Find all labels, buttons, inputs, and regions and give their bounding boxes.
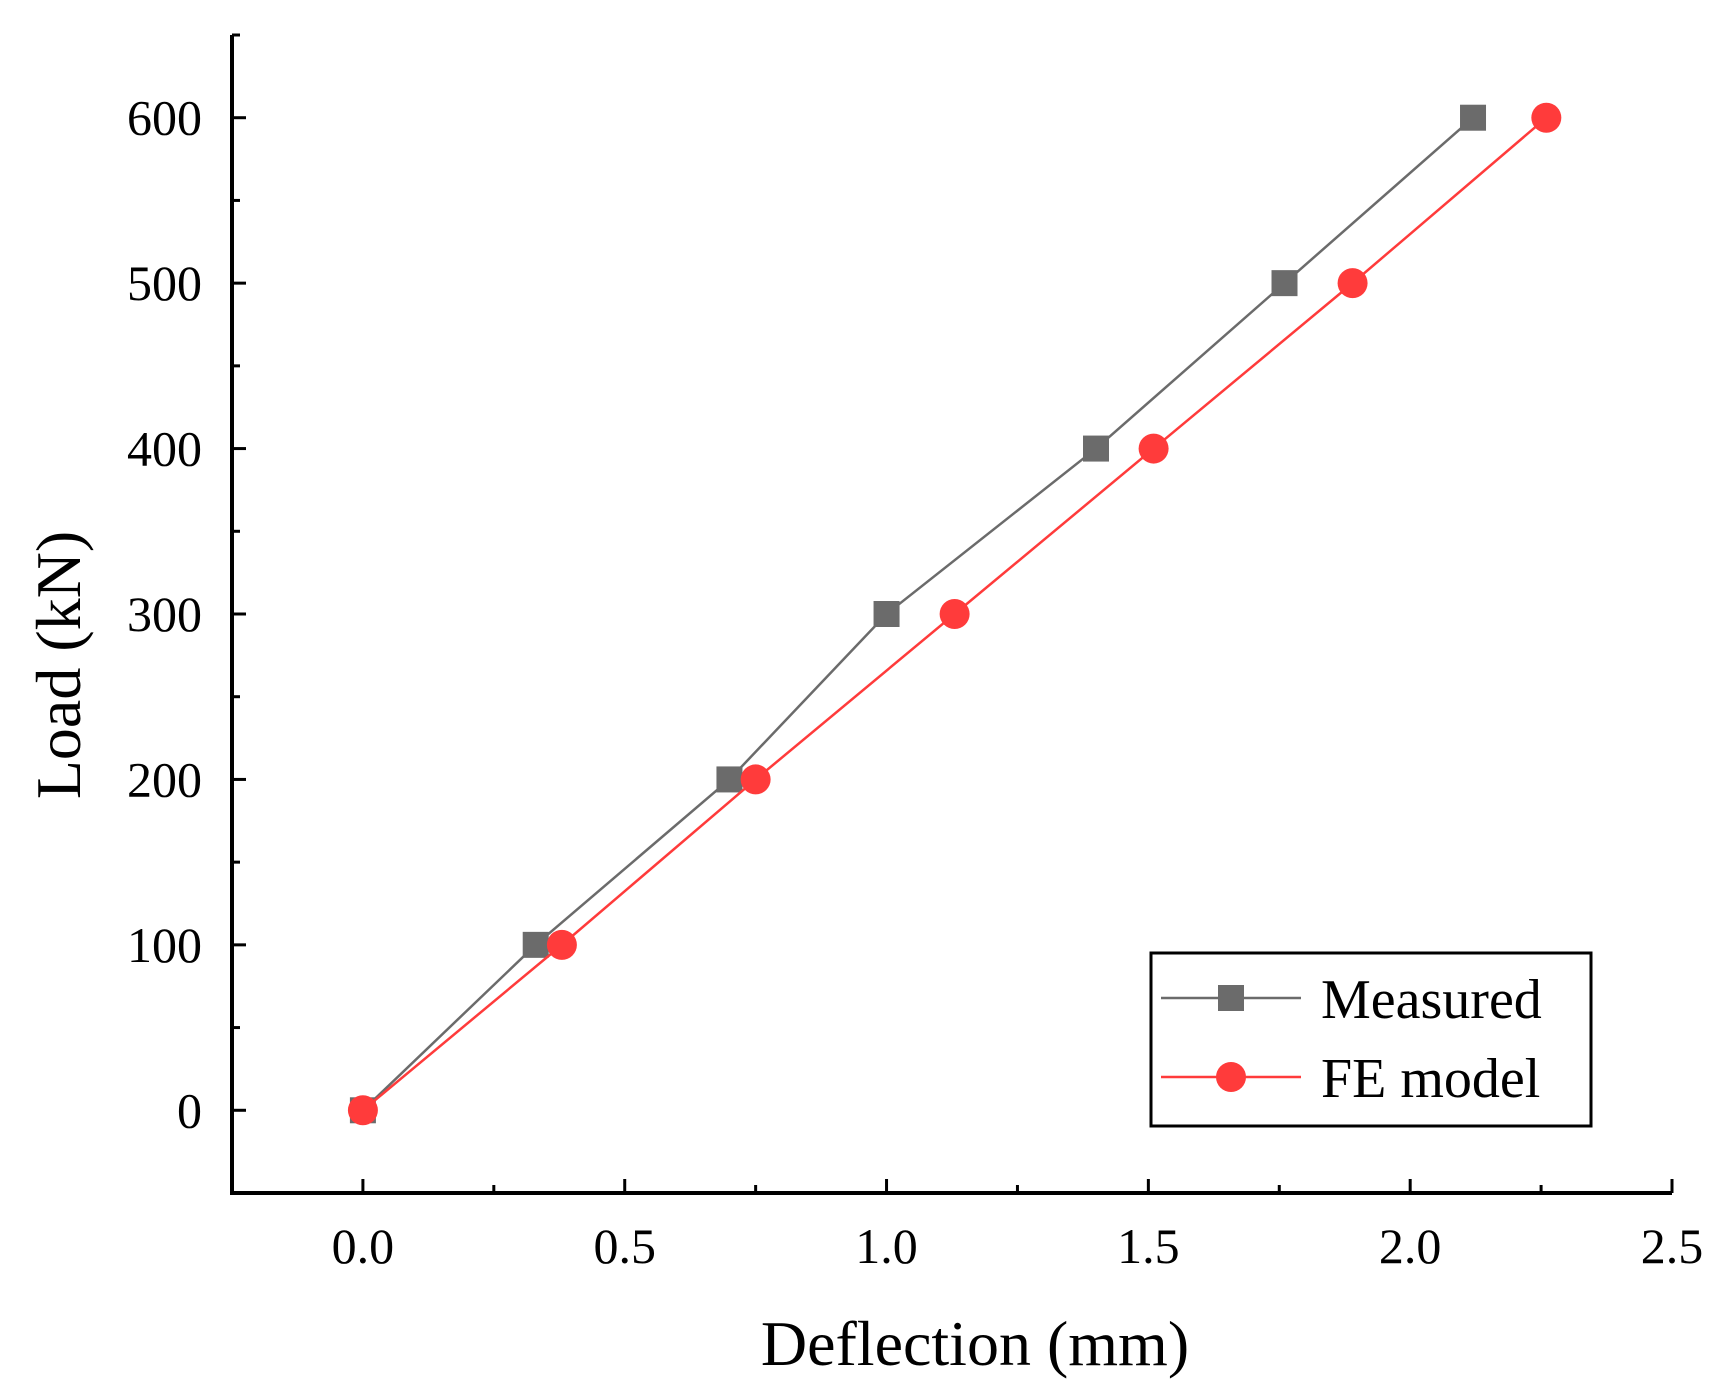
x-tick-label: 1.0 xyxy=(855,1218,918,1274)
data-point xyxy=(347,1095,378,1126)
y-tick-label: 600 xyxy=(127,90,202,146)
data-point xyxy=(1138,433,1169,464)
y-tick-label: 200 xyxy=(127,751,202,807)
x-tick-label: 0.0 xyxy=(332,1218,395,1274)
x-tick-label: 2.0 xyxy=(1379,1218,1442,1274)
legend-marker xyxy=(1216,1062,1246,1092)
data-point xyxy=(546,929,577,960)
y-tick-label: 0 xyxy=(177,1082,202,1138)
legend-label: FE model xyxy=(1321,1048,1540,1110)
y-tick-label: 500 xyxy=(127,255,202,311)
series-fe-model xyxy=(347,102,1562,1126)
y-tick-label: 100 xyxy=(127,917,202,973)
data-point xyxy=(740,764,771,795)
data-point xyxy=(939,599,970,629)
legend-label: Measured xyxy=(1321,969,1542,1031)
data-point xyxy=(522,931,549,958)
x-tick-label: 1.5 xyxy=(1117,1218,1180,1274)
y-tick-label: 300 xyxy=(127,586,202,642)
legend-marker xyxy=(1218,985,1244,1011)
data-point xyxy=(1531,102,1562,133)
data-point xyxy=(1083,435,1109,462)
legend-box xyxy=(1149,951,1593,1128)
data-point xyxy=(873,601,900,627)
legend: Measured FE model xyxy=(1149,951,1593,1128)
data-point xyxy=(716,766,743,793)
y-axis-title: Load (kN) xyxy=(23,531,94,799)
x-axis-title: Deflection (mm) xyxy=(761,1308,1189,1379)
x-tick-label: 0.5 xyxy=(593,1218,656,1274)
series-layer xyxy=(347,102,1562,1126)
data-point xyxy=(1337,268,1368,299)
data-point xyxy=(1271,270,1298,297)
data-point xyxy=(1460,104,1487,131)
axes: 0 100 200 300 400 500 600 0.0 0.5 1.0 1.5 2.0 2.5 xyxy=(127,33,1704,1274)
x-tick-label: 2.5 xyxy=(1641,1218,1704,1274)
y-tick-label: 400 xyxy=(127,421,202,477)
